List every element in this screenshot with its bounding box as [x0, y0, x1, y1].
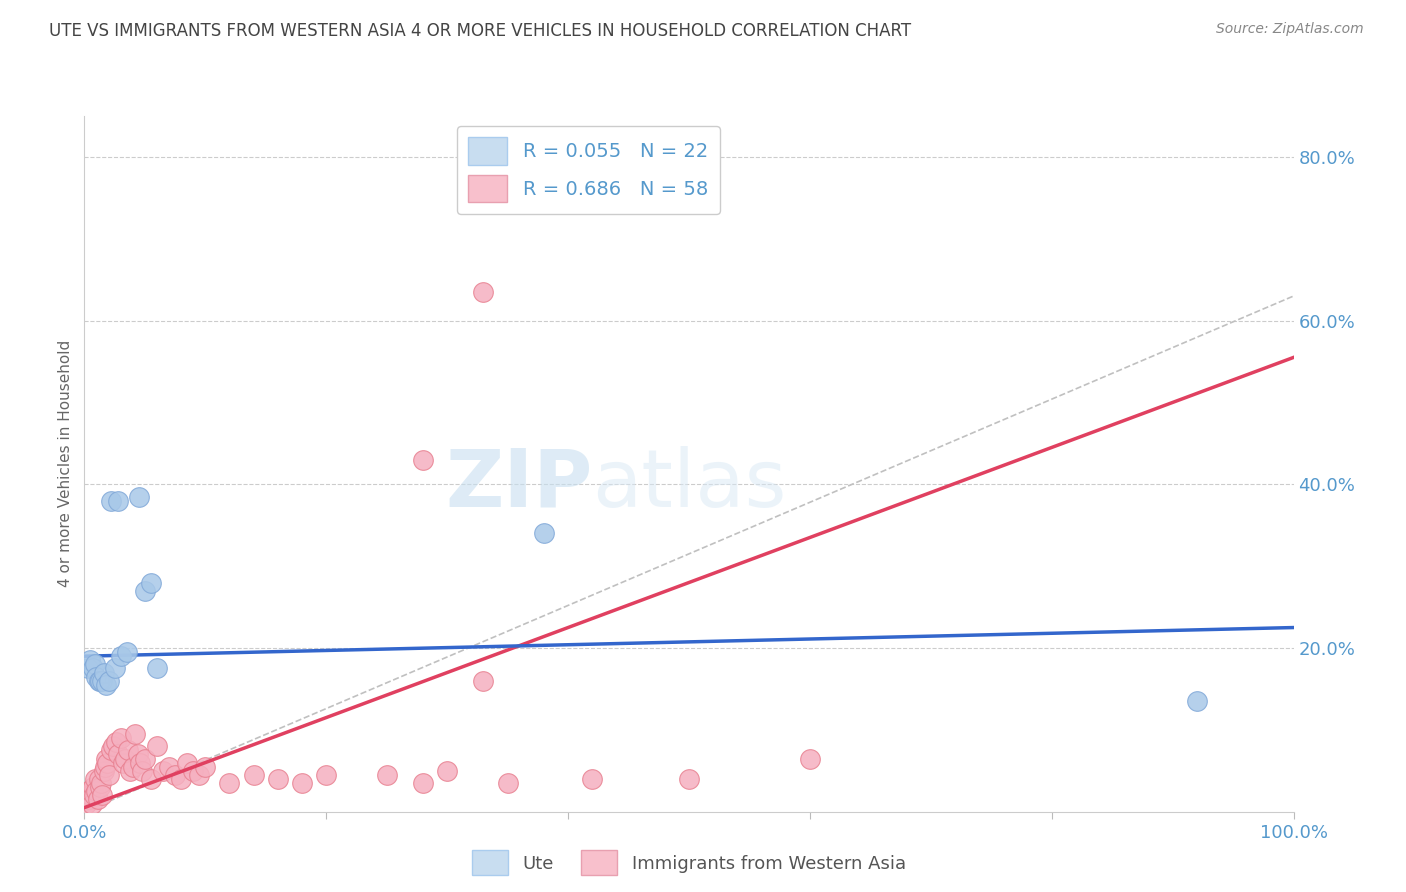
Point	[86, 670, 108, 684]
Point	[82, 780, 104, 794]
Point	[128, 490, 150, 504]
Point	[79, 653, 101, 667]
Point	[678, 772, 700, 786]
Point	[188, 768, 211, 782]
Point	[139, 575, 162, 590]
Point	[218, 776, 240, 790]
Point	[104, 661, 127, 675]
Text: ZIP: ZIP	[444, 446, 592, 524]
Point	[94, 678, 117, 692]
Point	[496, 776, 519, 790]
Point	[97, 673, 120, 688]
Point	[86, 792, 108, 806]
Point	[104, 735, 127, 749]
Point	[121, 760, 143, 774]
Point	[533, 526, 555, 541]
Point	[799, 751, 821, 765]
Point	[77, 661, 100, 675]
Point	[194, 760, 217, 774]
Point	[103, 739, 125, 754]
Point	[80, 797, 103, 811]
Text: Source: ZipAtlas.com: Source: ZipAtlas.com	[1216, 22, 1364, 37]
Point	[163, 768, 186, 782]
Point	[1185, 694, 1208, 708]
Point	[107, 747, 129, 762]
Point	[472, 673, 495, 688]
Point	[89, 780, 111, 794]
Point	[115, 645, 138, 659]
Point	[75, 797, 97, 811]
Point	[412, 452, 434, 467]
Point	[84, 657, 107, 672]
Point	[127, 747, 149, 762]
Point	[139, 772, 162, 786]
Point	[375, 768, 398, 782]
Point	[89, 673, 111, 688]
Point	[79, 789, 101, 803]
Point	[134, 583, 156, 598]
Point	[176, 756, 198, 770]
Point	[412, 776, 434, 790]
Y-axis label: 4 or more Vehicles in Household: 4 or more Vehicles in Household	[58, 340, 73, 588]
Point	[76, 789, 98, 803]
Point	[96, 756, 118, 770]
Point	[315, 768, 337, 782]
Point	[114, 751, 136, 765]
Point	[100, 743, 122, 757]
Point	[84, 772, 107, 786]
Point	[87, 673, 110, 688]
Point	[242, 768, 264, 782]
Point	[94, 751, 117, 765]
Point	[152, 764, 174, 778]
Point	[77, 784, 100, 798]
Point	[581, 772, 603, 786]
Point	[82, 661, 104, 675]
Point	[100, 493, 122, 508]
Point	[157, 760, 180, 774]
Point	[91, 789, 114, 803]
Point	[110, 649, 132, 664]
Point	[267, 772, 290, 786]
Point	[110, 731, 132, 745]
Point	[129, 756, 152, 770]
Point	[93, 764, 115, 778]
Point	[134, 751, 156, 765]
Point	[146, 661, 169, 675]
Point	[117, 743, 139, 757]
Text: UTE VS IMMIGRANTS FROM WESTERN ASIA 4 OR MORE VEHICLES IN HOUSEHOLD CORRELATION : UTE VS IMMIGRANTS FROM WESTERN ASIA 4 OR…	[49, 22, 911, 40]
Legend: Ute, Immigrants from Western Asia: Ute, Immigrants from Western Asia	[465, 843, 912, 883]
Point	[87, 772, 110, 786]
Point	[170, 772, 193, 786]
Point	[131, 764, 153, 778]
Point	[94, 760, 117, 774]
Point	[181, 764, 204, 778]
Point	[97, 768, 120, 782]
Point	[107, 493, 129, 508]
Point	[86, 784, 108, 798]
Point	[91, 673, 114, 688]
Point	[472, 285, 495, 299]
Point	[83, 789, 105, 803]
Point	[120, 764, 142, 778]
Point	[291, 776, 314, 790]
Point	[436, 764, 458, 778]
Point	[77, 792, 100, 806]
Point	[146, 739, 169, 754]
Point	[93, 665, 115, 680]
Point	[112, 756, 135, 770]
Text: atlas: atlas	[592, 446, 786, 524]
Point	[124, 727, 146, 741]
Point	[90, 776, 112, 790]
